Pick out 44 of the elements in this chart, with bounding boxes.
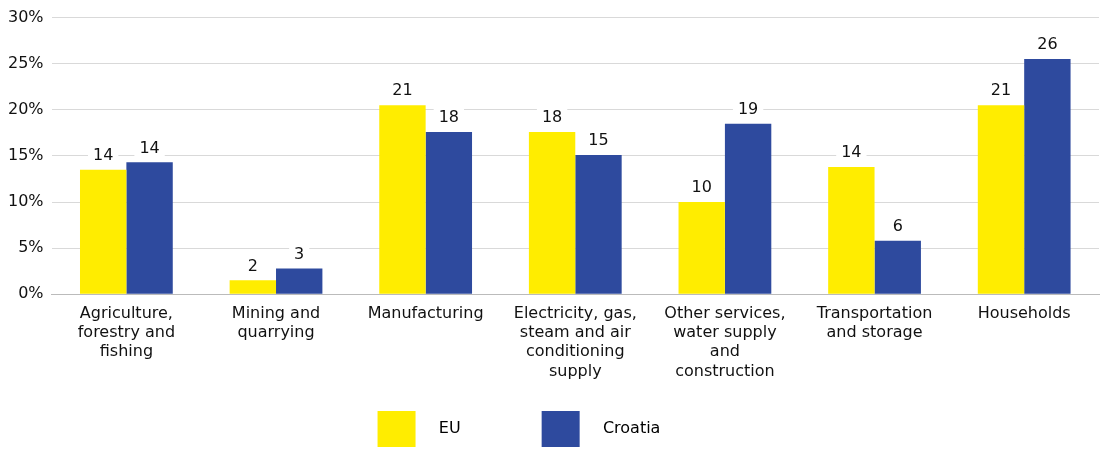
bar [977, 105, 1025, 294]
data-label: 10 [691, 177, 712, 197]
bar [1024, 59, 1071, 294]
bar [126, 162, 173, 294]
data-label: 3 [294, 243, 305, 263]
legend-label: Croatia [587, 418, 722, 438]
y-tick-label: 25% [8, 52, 44, 72]
bar [828, 166, 875, 294]
bar [874, 240, 921, 294]
data-label: 15 [588, 130, 609, 150]
bar [678, 202, 725, 294]
x-tick-label: Transportation and storage [815, 302, 933, 342]
data-label: 18 [438, 107, 460, 127]
bar [425, 131, 473, 294]
legend-label: EU [423, 418, 522, 438]
x-tick-label: Other services, water supply and construction [664, 302, 786, 380]
y-tick-label: 5% [18, 237, 44, 257]
data-label: 14 [93, 144, 114, 164]
x-tick-label: Mining and quarrying [231, 302, 321, 342]
x-tick-label: Manufacturing [367, 302, 484, 322]
data-label: 26 [1037, 34, 1058, 54]
y-tick-label: 10% [8, 191, 44, 211]
data-label: 2 [247, 255, 258, 275]
y-tick-label: 20% [8, 98, 44, 118]
bar [229, 280, 277, 294]
x-tick-label: Households [977, 302, 1071, 322]
bar [724, 123, 772, 294]
y-tick-label: 0% [18, 283, 44, 303]
data-label: 19 [737, 98, 759, 118]
data-label: 6 [892, 215, 903, 235]
x-tick-label: Agriculture, forestry and fishing [77, 302, 176, 361]
y-tick-label: 15% [8, 145, 44, 165]
y-tick-label: 30% [8, 6, 44, 26]
x-tick-label: Electricity, gas, steam and air conditioning supply [513, 302, 637, 380]
bar [575, 154, 622, 294]
data-label: 21 [392, 80, 413, 100]
data-label: 14 [139, 137, 160, 157]
bar [79, 169, 127, 294]
bar [276, 268, 323, 294]
bar [528, 131, 576, 294]
data-label: 18 [541, 107, 563, 127]
bar [379, 105, 426, 294]
data-label: 14 [841, 142, 862, 162]
data-label: 21 [990, 80, 1012, 100]
